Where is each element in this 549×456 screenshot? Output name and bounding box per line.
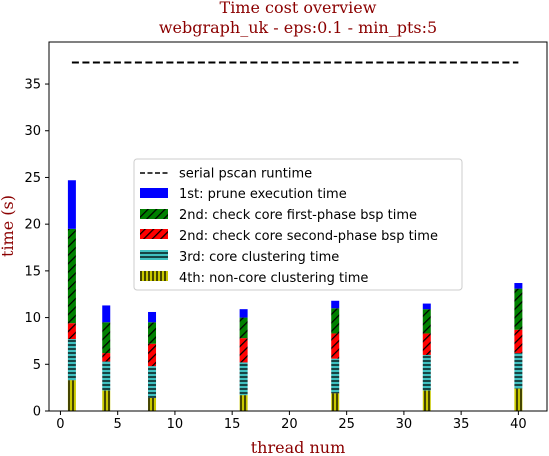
y-tick-label-5: 5 (33, 358, 41, 373)
legend-label-core-clustering: 3rd: core clustering time (179, 250, 339, 265)
bar-segment-s1-x4 (102, 361, 111, 391)
x-tick-label-30: 30 (396, 417, 413, 432)
x-tick-label-35: 35 (453, 417, 470, 432)
bar-segment-s3-x1 (67, 228, 76, 324)
x-tick-label-20: 20 (281, 417, 298, 432)
y-tick-label-25: 25 (24, 171, 41, 186)
legend-swatch-core-clustering (140, 250, 168, 260)
bar-segment-s2-x40 (514, 329, 523, 354)
bar-segment-s0-x40 (514, 388, 523, 411)
legend-box (133, 158, 463, 291)
bar-segment-s4-x40 (514, 283, 523, 289)
x-tick-label-10: 10 (167, 417, 184, 432)
legend-label-serial: serial pscan runtime (179, 167, 312, 182)
bar-segment-s1-x16 (239, 362, 248, 396)
y-tick-label-30: 30 (24, 124, 41, 139)
bar-segment-s2-x16 (239, 338, 248, 363)
bar-segment-s1-x32 (422, 354, 431, 391)
legend-label-prune: 1st: prune execution time (179, 187, 347, 202)
y-tick-label-35: 35 (24, 78, 41, 93)
legend-label-noncore-clustering: 4th: non-core clustering time (179, 271, 368, 286)
bar-segment-s0-x1 (67, 380, 76, 411)
x-axis-label: thread num (251, 438, 346, 456)
legend: serial pscan runtime 1st: prune executio… (133, 158, 463, 291)
bar-segment-s0-x4 (102, 390, 111, 411)
bar-segment-s4-x4 (102, 305, 111, 323)
bar-segment-s3-x4 (102, 322, 111, 354)
legend-swatch-second-phase (140, 229, 168, 239)
x-axis: 0 5 10 15 20 25 30 35 40 (56, 411, 527, 432)
bar-segment-s2-x24 (331, 333, 340, 359)
legend-label-first-phase: 2nd: check core first-phase bsp time (179, 208, 417, 223)
bar-segment-s0-x24 (331, 393, 340, 411)
x-tick-label-5: 5 (114, 417, 122, 432)
legend-swatch-noncore-clustering (140, 271, 168, 281)
bar-segment-s3-x16 (239, 317, 248, 339)
bar-segment-s3-x24 (331, 308, 340, 334)
bar-segment-s4-x16 (239, 309, 248, 318)
bar-segment-s0-x8 (148, 397, 157, 411)
bar-segment-s4-x1 (67, 180, 76, 229)
y-axis: 0 5 10 15 20 25 30 35 (24, 78, 49, 420)
bar-segment-s4-x24 (331, 300, 340, 309)
bar-segment-s1-x1 (67, 339, 76, 381)
bar-segment-s2-x4 (102, 353, 111, 362)
bar-segment-s2-x32 (422, 333, 431, 355)
chart-subtitle: webgraph_uk - eps:0.1 - min_pts:5 (159, 18, 437, 37)
y-tick-label-0: 0 (33, 405, 41, 420)
x-tick-label-0: 0 (56, 417, 64, 432)
y-axis-label: time (s) (0, 195, 17, 257)
x-tick-label-15: 15 (224, 417, 241, 432)
y-tick-label-15: 15 (24, 264, 41, 279)
chart-title: Time cost overview (220, 0, 377, 17)
bar-segment-s1-x40 (514, 353, 523, 389)
bar-segment-s3-x8 (148, 322, 157, 344)
bar-segment-s0-x16 (239, 395, 248, 411)
x-tick-label-25: 25 (338, 417, 355, 432)
legend-swatch-prune (140, 188, 168, 198)
bar-segment-s4-x8 (148, 311, 157, 323)
bars-layer (67, 180, 523, 411)
bar-segment-s1-x8 (148, 366, 157, 398)
legend-swatch-first-phase (140, 209, 168, 219)
legend-label-second-phase: 2nd: check core second-phase bsp time (179, 229, 438, 244)
plot-frame (48, 41, 548, 412)
bar-segment-s3-x32 (422, 309, 431, 334)
bar-segment-s2-x8 (148, 343, 157, 367)
bar-segment-s0-x32 (422, 390, 431, 411)
bar-segment-s4-x32 (422, 303, 431, 310)
y-tick-label-20: 20 (24, 218, 41, 233)
y-tick-label-10: 10 (24, 311, 41, 326)
bar-segment-s2-x1 (67, 323, 76, 340)
x-tick-label-40: 40 (510, 417, 527, 432)
bar-segment-s1-x24 (331, 358, 340, 394)
bar-segment-s3-x40 (514, 288, 523, 330)
